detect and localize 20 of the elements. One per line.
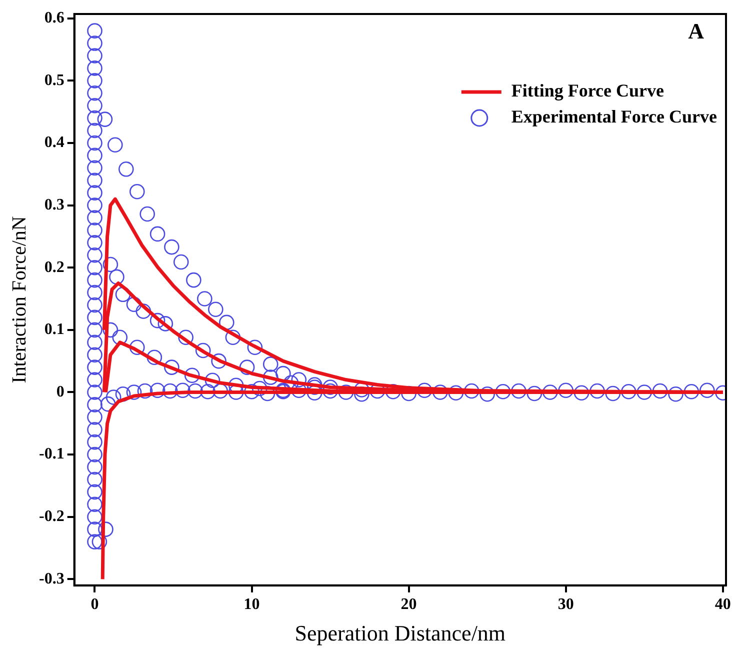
y-tick-label: -0.3 bbox=[39, 570, 64, 588]
y-tick-label: -0.2 bbox=[39, 508, 64, 525]
y-tick-label: 0.6 bbox=[44, 10, 64, 26]
y-tick-label: 0.3 bbox=[44, 196, 64, 214]
y-tick-label: 0.1 bbox=[44, 321, 64, 338]
annotation: A bbox=[688, 18, 704, 44]
x-axis-title: Seperation Distance/nm bbox=[294, 620, 506, 646]
x-tick-label: 0 bbox=[90, 596, 99, 614]
legend-label: Fitting Force Curve bbox=[511, 80, 664, 101]
x-tick-label: 30 bbox=[558, 596, 574, 614]
y-tick-label: 0.2 bbox=[44, 258, 64, 276]
y-tick-label: 0.4 bbox=[44, 134, 64, 152]
y-tick-label: 0.5 bbox=[44, 72, 64, 89]
x-tick-label: 40 bbox=[714, 596, 731, 614]
x-tick-label: 20 bbox=[400, 596, 417, 614]
y-tick-label: -0.1 bbox=[39, 446, 64, 463]
legend-label: Experimental Force Curve bbox=[511, 106, 718, 127]
x-tick-label: 10 bbox=[244, 596, 260, 614]
y-tick-label: 0 bbox=[56, 383, 64, 400]
y-axis-title: Interaction Force/nN bbox=[8, 216, 30, 384]
